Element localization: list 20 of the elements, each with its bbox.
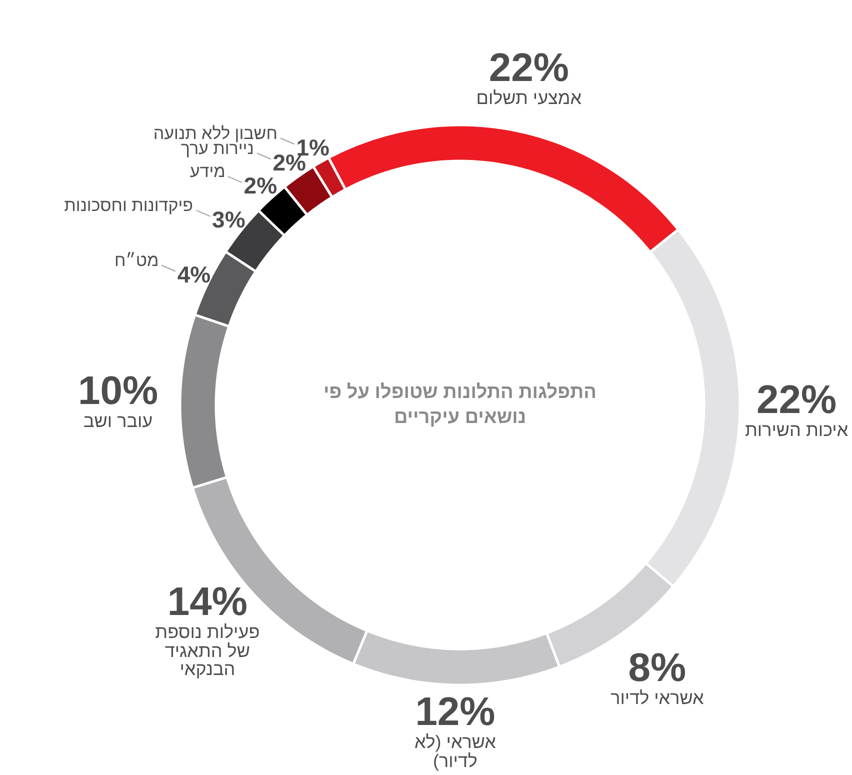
data-label: 22% [488,46,570,90]
data-label: 2% [244,172,278,200]
slice-label: חשבון ללא תנועה [153,124,278,144]
data-label: 8% [628,646,688,690]
slice-label: פיקדונות וחסכונות [64,196,194,216]
text: התפלגות התלונות שטופלו על פי נושאים עיקריים [322,380,598,430]
slice-label: אשראי (לא לדיור) [413,732,497,771]
slice-label: עובר ושב [82,410,154,431]
data-label: 3% [212,206,246,234]
data-label: 22% [756,378,838,422]
slice-label: מט״ח [114,251,159,272]
data-label: 12% [414,690,496,734]
slice-label: מידע [190,162,226,182]
slice-label: אמצעי תשלום [476,88,582,108]
data-label: 14% [166,580,248,624]
data-label: 10% [78,368,158,413]
slice-label: איכות השירות [745,420,848,440]
data-label: 4% [177,262,211,289]
slice-label: אשראי לדיור [610,688,704,708]
slice-label: פעילות נוספת של התאגיד הבנקאי [154,622,261,680]
